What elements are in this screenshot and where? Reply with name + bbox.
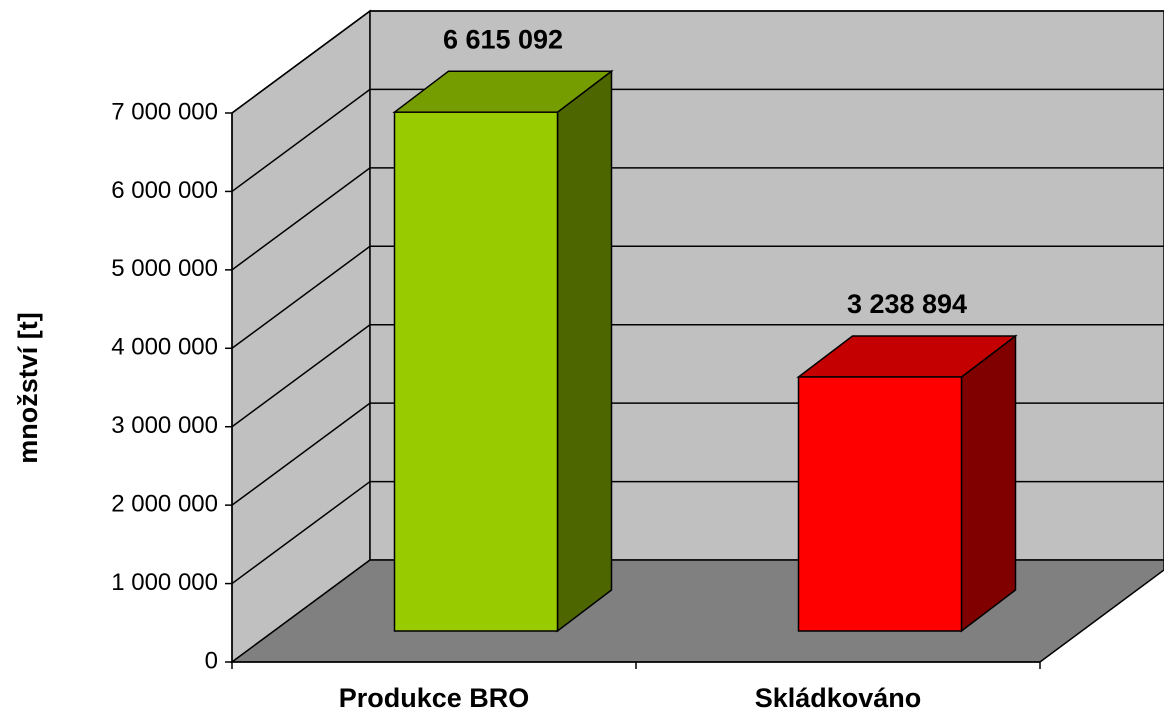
left-wall — [231, 9, 371, 664]
grid-line — [231, 10, 1164, 114]
value-label: 6 615 092 — [443, 24, 563, 54]
y-tick-label: 6 000 000 — [111, 177, 218, 204]
bar — [797, 376, 963, 632]
y-axis-label: množství [t] — [13, 312, 43, 464]
y-tick-label: 5 000 000 — [111, 255, 218, 282]
grid-line — [231, 167, 1164, 271]
floor — [229, 559, 1164, 663]
grid-line — [231, 323, 1164, 428]
y-tick-label: 3 000 000 — [111, 412, 218, 439]
bar-side — [960, 334, 1017, 633]
bar — [393, 111, 559, 632]
x-tick-label: Produkce BRO — [339, 683, 530, 713]
bar-side — [556, 69, 613, 633]
y-tick-label: 0 — [205, 647, 218, 674]
y-tick-label: 1 000 000 — [111, 569, 218, 596]
value-label: 3 238 894 — [847, 289, 967, 319]
grid-line — [231, 245, 1164, 349]
y-tick-label: 7 000 000 — [111, 98, 218, 125]
x-tick-label: Skládkováno — [755, 683, 922, 713]
y-tick-label: 4 000 000 — [111, 334, 218, 361]
grid-line — [231, 88, 1164, 193]
y-tick-label: 2 000 000 — [111, 490, 218, 517]
